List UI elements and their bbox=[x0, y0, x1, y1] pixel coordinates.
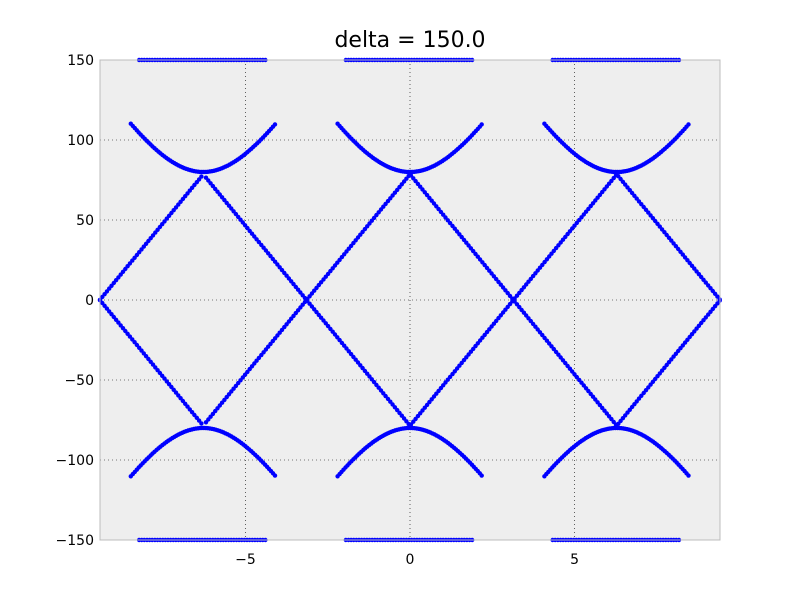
data-point bbox=[686, 122, 691, 127]
x-tick-label: 5 bbox=[570, 552, 579, 568]
y-tick-label: −150 bbox=[56, 533, 94, 549]
data-points bbox=[97, 57, 722, 543]
data-point bbox=[272, 122, 278, 127]
y-tick-label: 150 bbox=[67, 53, 94, 69]
chart-title: delta = 150.0 bbox=[334, 28, 486, 53]
data-point bbox=[686, 473, 691, 478]
data-point bbox=[199, 421, 204, 426]
plot-frame bbox=[99, 59, 721, 541]
y-tick-label: −50 bbox=[64, 373, 94, 389]
y-tick-label: 100 bbox=[67, 133, 94, 149]
y-tick-label: −100 bbox=[56, 453, 94, 469]
x-tick-label: −5 bbox=[235, 552, 256, 568]
x-tick-label: 0 bbox=[406, 552, 415, 568]
data-point bbox=[479, 122, 484, 127]
data-point bbox=[199, 174, 204, 179]
y-tick-label: 0 bbox=[85, 293, 94, 309]
y-tick-label: 50 bbox=[76, 213, 94, 229]
data-point bbox=[479, 473, 484, 478]
data-point bbox=[272, 473, 278, 478]
